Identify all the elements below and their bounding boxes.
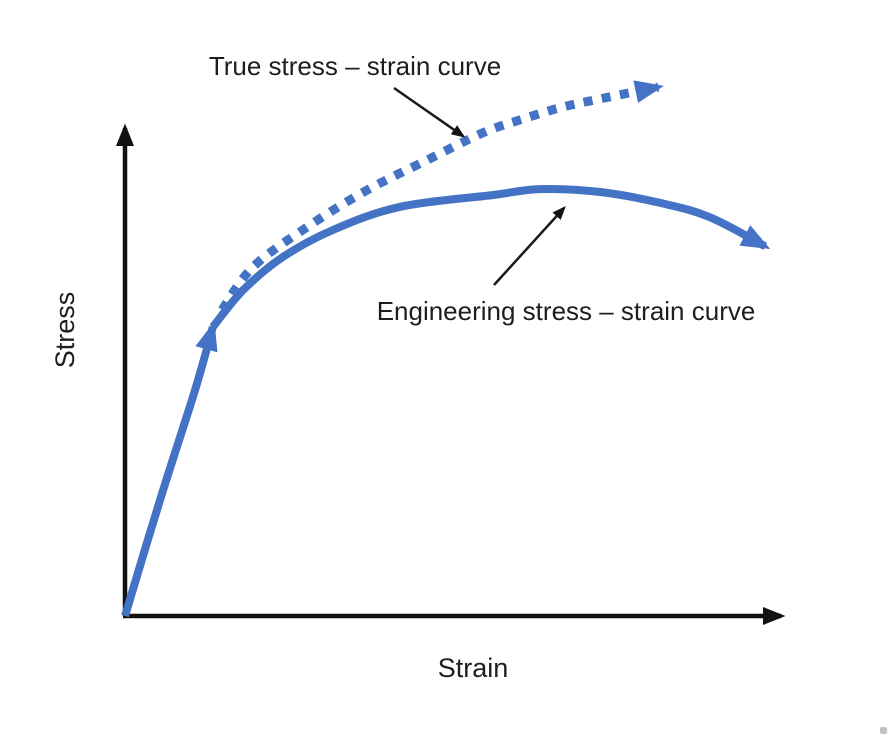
engineering-curve-label: Engineering stress – strain curve: [377, 296, 756, 326]
y-axis-label: Stress: [50, 292, 80, 369]
engineering-stress-curve: [209, 184, 771, 330]
axes: [116, 123, 786, 625]
engineering-curve-elastic-segment-with-direction-arrow: [121, 321, 218, 618]
annotation-arrow-true-curve: [393, 86, 466, 138]
true-curve-label: True stress – strain curve: [209, 51, 501, 81]
x-axis-label: Strain: [438, 653, 509, 683]
true-stress-curve: [218, 80, 664, 313]
annotation-arrow-engineering-curve: [493, 205, 566, 286]
corner-artifact: [880, 727, 887, 734]
